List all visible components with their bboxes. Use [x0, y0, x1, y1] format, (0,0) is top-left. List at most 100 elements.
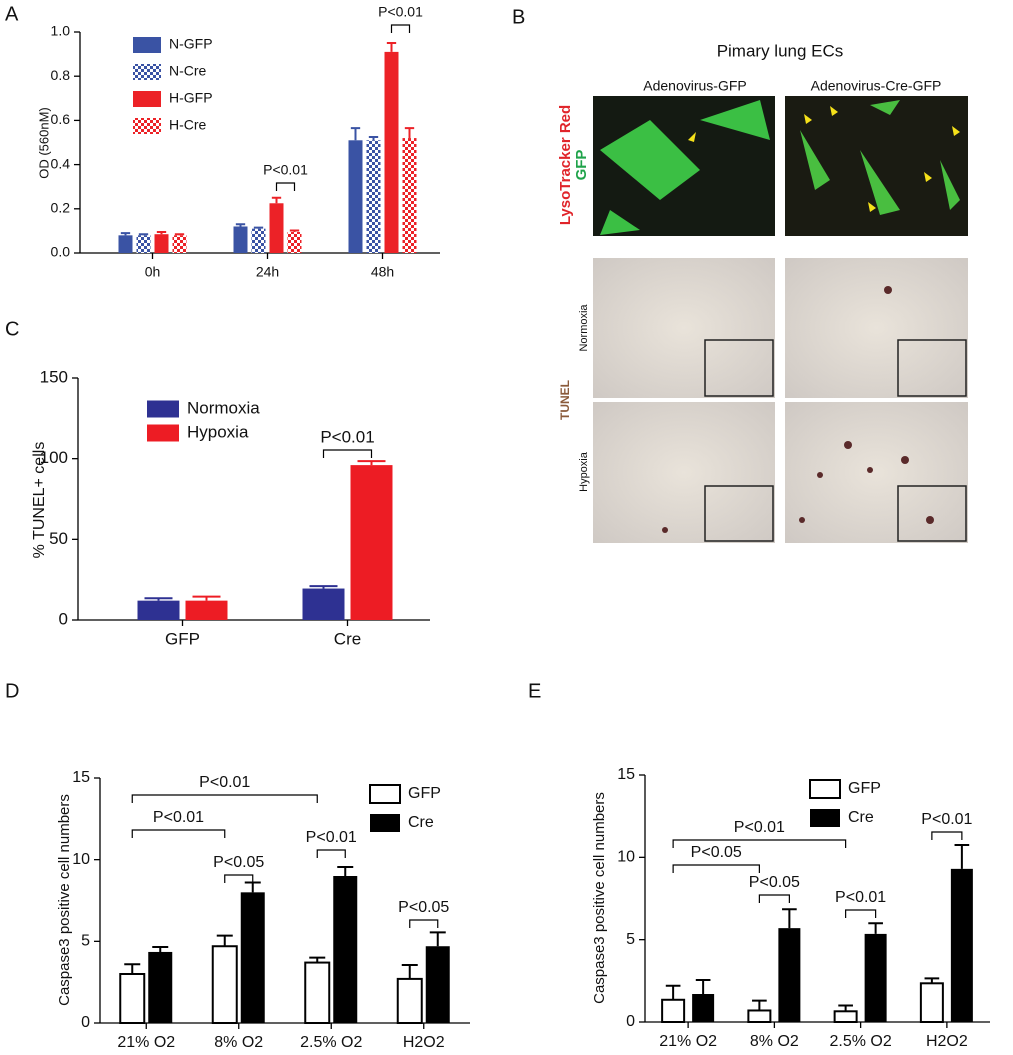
stain-label: GFP [573, 150, 590, 181]
tunel-cells [662, 286, 934, 533]
bar [251, 228, 266, 253]
stain-label: LysoTracker Red [557, 105, 574, 225]
y-tick-label: 5 [81, 933, 90, 950]
micrograph [785, 402, 968, 543]
legend-label: GFP [408, 785, 441, 802]
bar [692, 994, 715, 1022]
y-tick-label: 0.0 [51, 244, 71, 260]
bar [348, 140, 363, 253]
bar [384, 51, 399, 253]
significance-label: P<0.01 [153, 809, 204, 826]
y-tick-label: 100 [40, 448, 68, 467]
x-tick-label: 8% O2 [750, 1033, 799, 1050]
x-tick-label: Cre [334, 629, 361, 648]
y-tick-label: 0 [81, 1014, 90, 1031]
bar [333, 876, 358, 1023]
bar [366, 140, 381, 253]
panel-letter: C [5, 318, 19, 340]
legend-label: Cre [848, 809, 874, 826]
legend-swatch [370, 814, 400, 832]
bar [350, 465, 393, 620]
legend-swatch [147, 424, 179, 442]
error-bar [192, 595, 221, 601]
bar [240, 892, 265, 1023]
micrograph-cells [600, 100, 770, 235]
micrograph-cells [800, 100, 960, 215]
significance-bracket [672, 864, 760, 873]
bar [137, 600, 180, 620]
error-bar [309, 585, 338, 589]
error-bar [235, 223, 246, 227]
significance-label: P<0.01 [921, 811, 972, 828]
column-label: Adenovirus-Cre-GFP [811, 78, 942, 94]
significance-label: P<0.01 [835, 889, 886, 906]
error-bar [429, 931, 446, 947]
error-bar [368, 135, 379, 141]
y-tick-label: 0.4 [51, 155, 71, 171]
bar [396, 977, 423, 1025]
bar [185, 600, 228, 620]
error-bar [124, 963, 141, 974]
y-tick-label: 150 [40, 367, 68, 386]
y-tick-label: 1.0 [51, 23, 71, 39]
significance-label: P<0.01 [320, 427, 374, 446]
error-bar [174, 233, 185, 236]
significance-bracket [390, 24, 411, 33]
error-bar [838, 1004, 853, 1012]
bar [154, 234, 169, 253]
bar [747, 1009, 772, 1023]
error-bar [924, 977, 940, 984]
error-bar [138, 233, 149, 236]
x-tick-label: 21% O2 [659, 1033, 717, 1050]
x-tick-label: 2.5% O2 [829, 1033, 891, 1050]
panel-title: Pimary lung ECs [717, 41, 844, 60]
significance-bracket [316, 849, 346, 858]
panel-letter: B [512, 6, 525, 28]
error-bar [357, 460, 386, 466]
legend-swatch [133, 64, 161, 80]
bar [304, 961, 331, 1024]
legend-label: H-GFP [169, 90, 213, 106]
significance-bracket [275, 182, 296, 191]
error-bar [156, 231, 167, 235]
legend-label: N-GFP [169, 36, 213, 52]
legend-label: Cre [408, 814, 434, 831]
y-tick-label: 15 [617, 766, 635, 783]
bar [118, 235, 133, 253]
x-tick-label: 8% O2 [214, 1034, 263, 1050]
bar [136, 235, 151, 253]
x-tick-label: H2O2 [926, 1033, 968, 1050]
error-bar [665, 984, 681, 1000]
micrograph [593, 402, 775, 543]
error-bar [868, 922, 883, 934]
bar [833, 1010, 858, 1024]
bar [864, 933, 887, 1022]
y-tick-label: 0.8 [51, 67, 71, 83]
bar [778, 928, 801, 1022]
row-label: Normoxia [578, 304, 590, 352]
legend-label: Hypoxia [187, 422, 249, 441]
x-tick-label: 2.5% O2 [300, 1034, 362, 1050]
x-tick-label: 48h [371, 264, 394, 280]
y-tick-label: 0 [626, 1013, 635, 1030]
x-tick-label: GFP [165, 629, 200, 648]
legend-label: H-Cre [169, 117, 207, 133]
error-bar [954, 843, 970, 869]
y-tick-label: 10 [617, 849, 635, 866]
significance-label: P<0.05 [213, 854, 264, 871]
y-axis-label: Caspase3 positive cell numbers [56, 794, 73, 1006]
bar [302, 588, 345, 620]
panel-letter: E [528, 680, 541, 702]
significance-bracket [409, 919, 439, 928]
panel-letter: A [5, 3, 19, 25]
y-axis-label: OD (560nM) [36, 107, 51, 179]
bar [269, 203, 284, 253]
x-tick-label: 21% O2 [117, 1034, 175, 1050]
y-axis-label: Caspase3 positive cell numbers [591, 792, 608, 1004]
y-tick-label: 0 [59, 609, 68, 628]
error-bar [695, 979, 711, 995]
error-bar [309, 956, 326, 963]
error-bar [289, 229, 300, 233]
significance-label: P<0.05 [691, 844, 742, 861]
legend-label: GFP [848, 780, 881, 797]
